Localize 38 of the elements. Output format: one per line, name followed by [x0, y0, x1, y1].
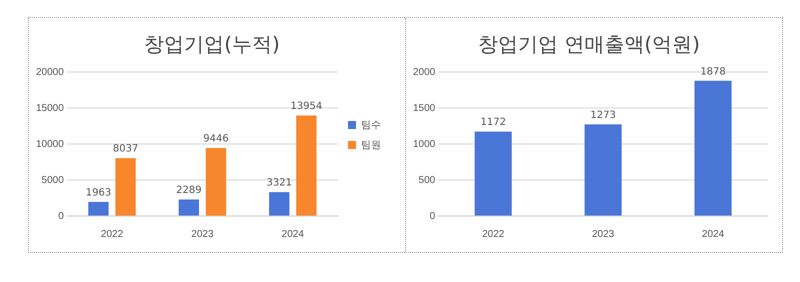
bar: [296, 116, 317, 216]
x-tick-label: 2023: [592, 228, 615, 240]
data-label: 9446: [203, 134, 229, 145]
bar: [474, 132, 512, 216]
y-tick-label: 15000: [36, 102, 64, 114]
y-tick-label: 10000: [36, 138, 64, 150]
data-label: 8037: [112, 144, 138, 155]
data-label: 13954: [290, 101, 322, 112]
x-tick-label: 2022: [100, 228, 124, 240]
bar: [115, 158, 136, 216]
y-tick-label: 1000: [412, 138, 436, 150]
x-tick-label: 2024: [702, 228, 725, 240]
y-tick-label: 0: [430, 210, 436, 222]
y-tick-label: 2000: [412, 66, 436, 78]
bar: [694, 80, 732, 216]
legend-label: 팀수: [361, 120, 381, 131]
bar: [178, 200, 200, 216]
bar: [584, 124, 622, 216]
chart-title: 창업기업(누적): [144, 32, 280, 56]
x-tick-label: 2024: [282, 228, 304, 240]
y-tick-label: 1500: [412, 102, 436, 114]
data-label: 3321: [266, 178, 292, 189]
data-label: 1273: [590, 110, 616, 121]
legend-label: 팀원: [361, 140, 381, 151]
y-tick-label: 0: [58, 210, 64, 222]
bar: [269, 192, 290, 216]
y-tick-label: 500: [418, 174, 436, 186]
data-label: 2289: [176, 185, 202, 196]
x-tick-label: 2023: [191, 228, 214, 240]
y-tick-label: 20000: [36, 66, 64, 78]
chart-title: 창업기업 연매출액(억원): [478, 32, 700, 56]
x-tick-label: 2022: [482, 228, 505, 240]
data-label: 1878: [700, 66, 726, 78]
bar: [88, 202, 109, 216]
data-label: 1963: [86, 187, 112, 198]
y-tick-label: 5000: [42, 174, 64, 186]
data-label: 1172: [480, 117, 506, 128]
bar: [206, 148, 226, 216]
